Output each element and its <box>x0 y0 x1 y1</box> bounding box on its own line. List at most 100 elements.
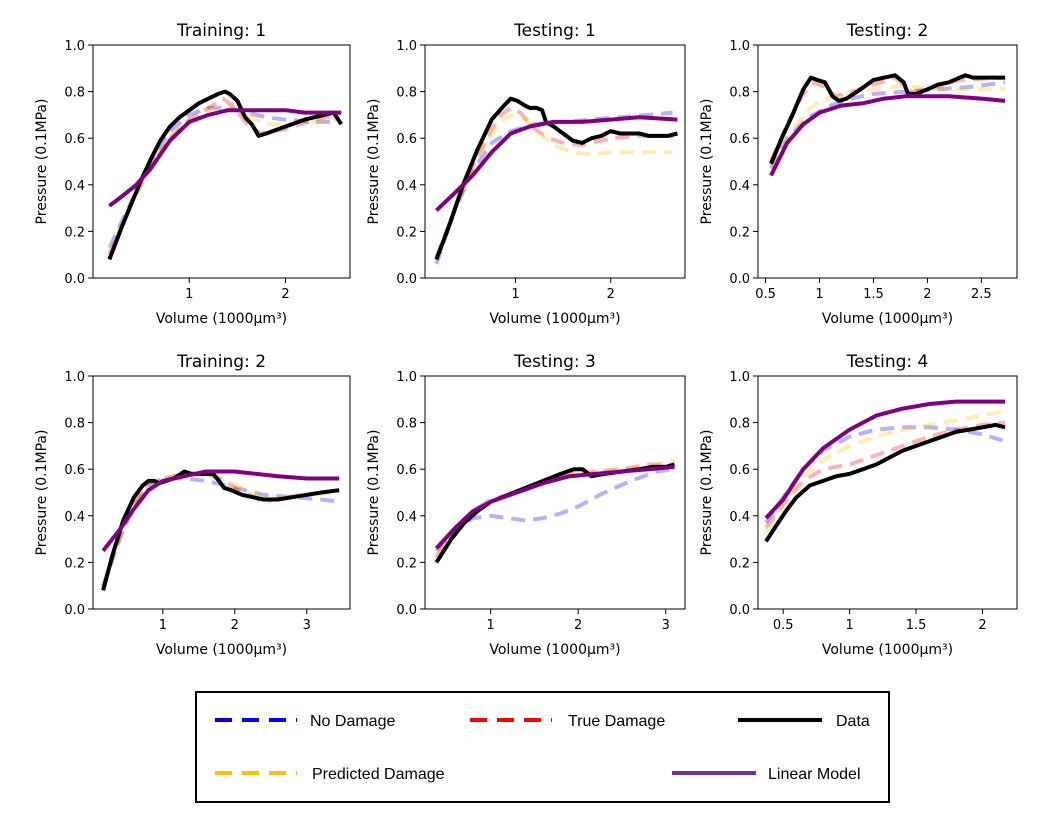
series-group <box>107 89 343 261</box>
y-tick-label: 0.8 <box>396 417 417 432</box>
legend-label-no-damage: No Damage <box>310 713 395 730</box>
x-tick-label: 1 <box>846 618 854 633</box>
subplot-title: Training: 2 <box>176 352 266 372</box>
plot-frame <box>92 375 351 610</box>
x-axis-label: Volume (1000μm³) <box>489 311 620 327</box>
y-axis-label: Pressure (0.1MPa) <box>34 430 50 556</box>
y-tick-label: 0.2 <box>729 225 750 240</box>
x-tick-label: 2 <box>978 618 986 633</box>
x-axis-label: Volume (1000μm³) <box>156 311 287 327</box>
subplot-1: 0.0 0.2 0.4 0.6 0.8 1.0 1 2 Training: 1 Volume (1… <box>34 21 351 327</box>
y-tick-label: 1.0 <box>64 39 85 54</box>
x-tick-label: 2 <box>574 618 582 633</box>
y-tick-label: 1.0 <box>396 39 417 54</box>
y-tick-label: 0.6 <box>396 463 417 478</box>
y-tick-label: 0.2 <box>64 556 85 571</box>
series-line-linear-model <box>764 399 1005 520</box>
y-tick-label: 1.0 <box>64 370 85 385</box>
y-axis-label: Pressure (0.1MPa) <box>699 99 715 225</box>
y-tick-label: 1.0 <box>729 370 750 385</box>
subplot-4: 0.0 0.2 0.4 0.6 0.8 1.0 1 2 3 Training: 2 Volume (… <box>34 352 351 658</box>
x-tick-label: 1.5 <box>906 618 927 633</box>
legend: No Damage True Damage Data Predicted Dam… <box>195 691 890 803</box>
x-tick-label: 1 <box>511 287 519 302</box>
series-group <box>434 457 676 564</box>
series-line-linear-model <box>769 94 1006 177</box>
x-tick-label: 2 <box>231 618 239 633</box>
subplots: 0.0 0.2 0.4 0.6 0.8 1.0 1 2 Training: 1 Volume (1… <box>34 21 1018 658</box>
x-tick-label: 0.5 <box>773 618 794 633</box>
subplot-5: 0.0 0.2 0.4 0.6 0.8 1.0 1 2 3 Testing: 3 Volume (1… <box>366 352 686 658</box>
y-tick-label: 0.8 <box>396 86 417 101</box>
series-line-true-damage <box>764 420 1006 529</box>
y-tick-label: 0.4 <box>729 179 750 194</box>
y-tick-label: 0.4 <box>396 510 417 525</box>
y-axis-label: Pressure (0.1MPa) <box>366 430 382 556</box>
series-line-predicted-damage <box>764 409 1006 534</box>
y-tick-label: 0.4 <box>729 510 750 525</box>
series-line-data <box>769 73 1006 165</box>
series-line-predicted-damage <box>769 84 1006 168</box>
y-tick-label: 0.2 <box>396 225 417 240</box>
y-tick-label: 0.2 <box>64 225 85 240</box>
y-tick-label: 1.0 <box>729 39 750 54</box>
plot-frame <box>757 44 1018 279</box>
y-tick-label: 0.8 <box>64 86 85 101</box>
subplot-3: 0.0 0.2 0.4 0.6 0.8 1.0 0.5 1 1.5 2 2.5 Testing: 2 V… <box>699 21 1018 327</box>
subplot-title: Testing: 1 <box>513 21 596 41</box>
y-tick-label: 0.0 <box>729 272 750 287</box>
y-tick-label: 1.0 <box>396 370 417 385</box>
x-axis-label: Volume (1000μm³) <box>822 642 953 658</box>
x-tick-label: 3 <box>662 618 670 633</box>
y-tick-label: 0.0 <box>396 603 417 618</box>
x-tick-label: 2 <box>607 287 615 302</box>
series-line-linear-model <box>434 464 675 550</box>
x-tick-label: 1 <box>487 618 495 633</box>
x-tick-label: 0.5 <box>755 287 776 302</box>
series-line-linear-model <box>108 108 342 208</box>
x-tick-label: 2 <box>923 287 931 302</box>
plot-frame <box>757 375 1018 610</box>
y-tick-label: 0.6 <box>64 132 85 147</box>
y-tick-label: 0.6 <box>729 132 750 147</box>
x-tick-label: 1 <box>159 618 167 633</box>
series-line-true-damage <box>434 105 673 258</box>
series-line-linear-model <box>101 469 340 553</box>
subplot-title: Testing: 3 <box>513 352 596 372</box>
legend-label-linear-model: Linear Model <box>768 766 861 783</box>
series-line-data <box>434 96 678 261</box>
y-tick-label: 0.6 <box>729 463 750 478</box>
y-tick-label: 0.6 <box>396 132 417 147</box>
x-tick-label: 3 <box>303 618 311 633</box>
series-line-data <box>107 89 343 261</box>
x-axis-label: Volume (1000μm³) <box>489 642 620 658</box>
y-tick-label: 0.0 <box>729 603 750 618</box>
plot-frame <box>92 44 351 279</box>
subplot-2: 0.0 0.2 0.4 0.6 0.8 1.0 1 2 Testing: 1 Volume (10… <box>366 21 686 327</box>
y-tick-label: 0.0 <box>64 272 85 287</box>
y-tick-label: 0.4 <box>64 510 85 525</box>
legend-frame <box>195 691 890 803</box>
y-tick-label: 0.0 <box>396 272 417 287</box>
x-tick-label: 1 <box>185 287 193 302</box>
legend-label-true-damage: True Damage <box>568 713 665 730</box>
y-tick-label: 0.6 <box>64 463 85 478</box>
series-line-linear-model <box>435 115 678 212</box>
series-group <box>769 73 1006 177</box>
series-line-no-damage <box>434 467 675 553</box>
y-tick-label: 0.4 <box>64 179 85 194</box>
subplot-title: Testing: 2 <box>846 21 929 41</box>
legend-label-data: Data <box>836 713 870 730</box>
x-axis-label: Volume (1000μm³) <box>156 642 287 658</box>
subplot-title: Training: 1 <box>176 21 266 41</box>
series-line-data <box>764 422 1006 543</box>
y-tick-label: 0.8 <box>64 417 85 432</box>
y-axis-label: Pressure (0.1MPa) <box>699 430 715 556</box>
legend-label-predicted-damage: Predicted Damage <box>312 766 445 783</box>
x-tick-label: 1 <box>815 287 823 302</box>
y-tick-label: 0.2 <box>396 556 417 571</box>
y-tick-label: 0.8 <box>729 417 750 432</box>
x-tick-label: 1.5 <box>863 287 884 302</box>
plot-frame <box>424 44 686 279</box>
